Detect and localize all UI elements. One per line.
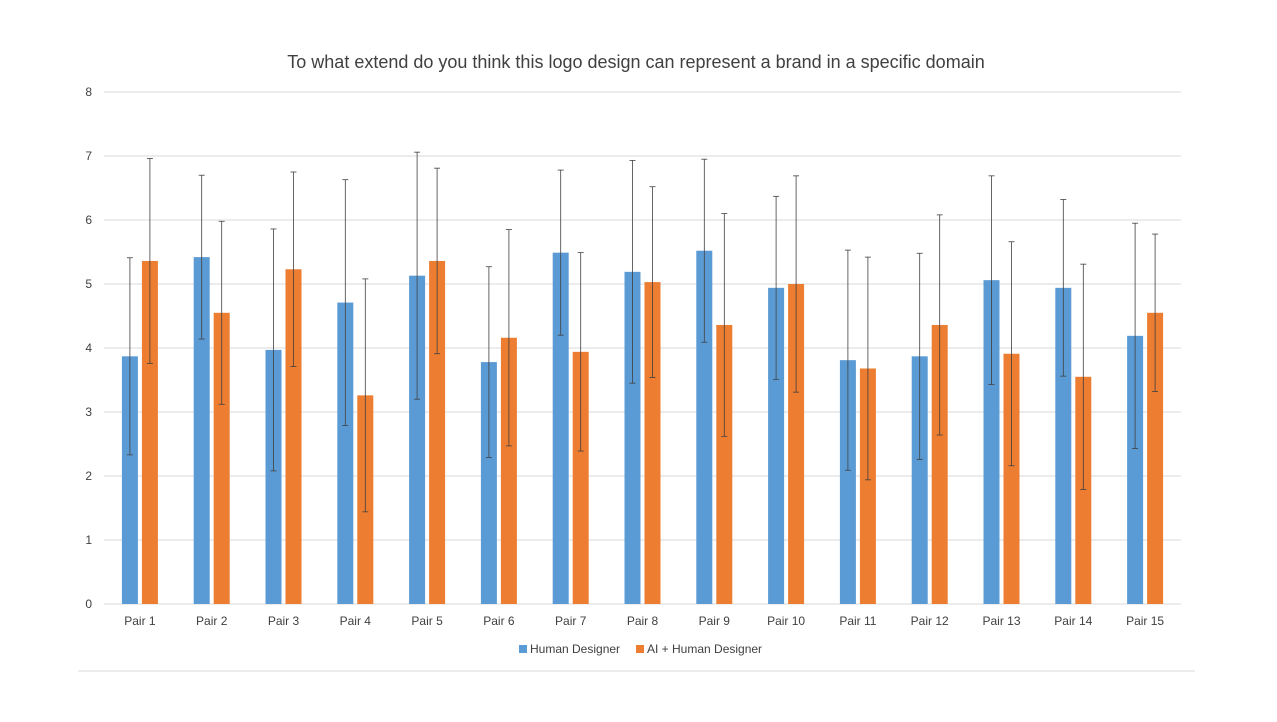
error-bar: [198, 174, 205, 340]
y-tick-label: 7: [85, 149, 92, 163]
x-tick-label: Pair 13: [982, 614, 1020, 628]
x-axis-ticks: Pair 1 Pair 2 Pair 3 Pair 4 Pair 5 Pair 6 Pair…: [124, 614, 1164, 628]
gridlines: [104, 91, 1181, 605]
legend-swatch: [636, 645, 644, 653]
x-tick-label: Pair 14: [1054, 614, 1092, 628]
error-bar: [146, 158, 153, 364]
bar-ai-human-designer: [1147, 312, 1164, 604]
y-axis-ticks: 0 1 2 3 4 5 6 7 8: [85, 85, 92, 611]
bar-ai-human-designer: [285, 269, 302, 604]
error-bar: [434, 167, 441, 355]
error-bar: [362, 278, 369, 513]
bar-human-designer: [552, 252, 569, 604]
x-tick-label: Pair 12: [911, 614, 949, 628]
chart-title: To what extend do you think this logo de…: [287, 52, 984, 72]
x-tick-label: Pair 3: [268, 614, 300, 628]
y-tick-label: 2: [85, 469, 92, 483]
error-bar: [218, 220, 225, 405]
bar-human-designer: [409, 275, 426, 604]
error-bar: [1152, 233, 1159, 392]
error-bar: [701, 158, 708, 343]
error-bar: [1060, 199, 1067, 377]
legend: Human Designer AI + Human Designer: [519, 642, 762, 656]
x-tick-label: Pair 8: [627, 614, 659, 628]
y-tick-label: 3: [85, 405, 92, 419]
error-bar: [1008, 241, 1015, 467]
error-bar: [1080, 263, 1087, 490]
bar-ai-human-designer: [644, 282, 661, 604]
error-bar: [773, 195, 780, 380]
x-tick-label: Pair 2: [196, 614, 228, 628]
error-bar: [864, 256, 871, 481]
bar-human-designer: [193, 257, 210, 604]
bar-ai-human-designer: [213, 312, 230, 604]
bar-human-designer: [1055, 287, 1072, 604]
error-bar: [126, 257, 133, 456]
legend-label: AI + Human Designer: [647, 642, 762, 656]
error-bar: [629, 160, 636, 384]
error-bar: [936, 214, 943, 436]
bar-human-designer: [696, 250, 713, 604]
bar-ai-human-designer: [859, 368, 876, 604]
error-bar: [844, 249, 851, 471]
error-bar: [1132, 222, 1139, 449]
bar-ai-human-designer: [572, 351, 589, 604]
bar-human-designer: [121, 356, 138, 604]
error-bar: [290, 171, 297, 367]
bar-human-designer: [768, 287, 785, 604]
x-tick-label: Pair 6: [483, 614, 515, 628]
error-bars: [126, 151, 1159, 513]
bar-ai-human-designer: [500, 337, 517, 604]
bar-human-designer: [265, 349, 282, 604]
error-bar: [270, 228, 277, 472]
error-bar: [505, 229, 512, 447]
legend-label: Human Designer: [530, 642, 620, 656]
y-tick-label: 0: [85, 597, 92, 611]
x-tick-label: Pair 7: [555, 614, 587, 628]
error-bar: [916, 252, 923, 460]
error-bar: [793, 175, 800, 393]
error-bar: [485, 266, 492, 458]
bar-ai-human-designer: [1003, 353, 1020, 604]
error-bar: [577, 252, 584, 452]
bar-ai-human-designer: [1075, 376, 1092, 604]
x-tick-label: Pair 5: [411, 614, 443, 628]
bar-human-designer: [983, 280, 1000, 604]
bars: [121, 250, 1164, 604]
error-bar: [557, 169, 564, 336]
x-tick-label: Pair 15: [1126, 614, 1164, 628]
x-tick-label: Pair 9: [699, 614, 731, 628]
y-tick-label: 6: [85, 213, 92, 227]
bar-human-designer: [624, 271, 641, 604]
bar-human-designer: [337, 302, 354, 604]
bar-ai-human-designer: [931, 324, 948, 604]
bar-human-designer: [480, 362, 497, 604]
y-tick-label: 1: [85, 533, 92, 547]
error-bar: [649, 186, 656, 378]
error-bar: [342, 179, 349, 426]
bar-ai-human-designer: [141, 260, 158, 604]
bar-human-designer: [1127, 335, 1144, 604]
bar-human-designer: [839, 360, 856, 604]
x-tick-label: Pair 10: [767, 614, 805, 628]
error-bar: [988, 175, 995, 385]
bar-ai-human-designer: [716, 324, 733, 604]
y-tick-label: 4: [85, 341, 92, 355]
x-tick-label: Pair 1: [124, 614, 156, 628]
error-bar: [414, 151, 421, 400]
bar-human-designer: [911, 356, 928, 604]
x-tick-label: Pair 11: [839, 614, 876, 628]
bar-ai-human-designer: [788, 284, 805, 604]
x-tick-label: Pair 4: [340, 614, 372, 628]
legend-swatch: [519, 645, 527, 653]
error-bar: [721, 213, 728, 437]
bar-ai-human-designer: [429, 260, 446, 604]
y-tick-label: 5: [85, 277, 92, 291]
y-tick-label: 8: [85, 85, 92, 99]
